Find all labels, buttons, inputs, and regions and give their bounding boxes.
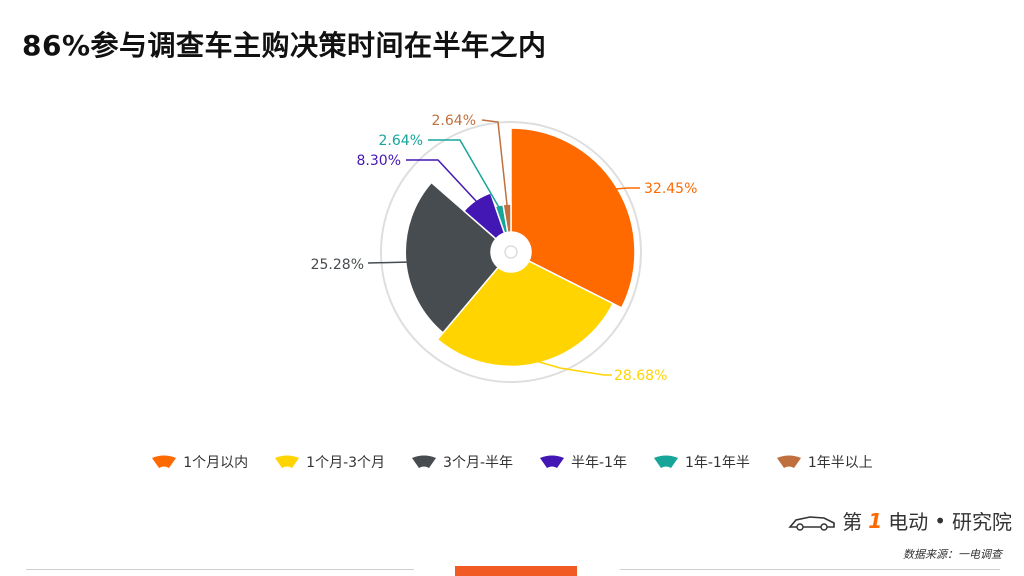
footer-accent-bar — [455, 566, 577, 576]
pie-label-line-1 — [613, 187, 640, 190]
legend-label: 1个月-3个月 — [306, 455, 386, 471]
legend-item-4: 半年-1年 — [539, 452, 627, 472]
legend-fan-icon — [152, 455, 177, 468]
brand-logo: 第 1 电动 • 研究院 — [788, 506, 1012, 535]
legend-fan-icon — [653, 455, 678, 468]
legend-fan-icon — [275, 455, 300, 468]
legend-label: 3个月-半年 — [443, 455, 513, 471]
logo-text-right: 研究院 — [952, 510, 1012, 534]
pie-data-label-4: 8.30% — [357, 153, 401, 169]
chart-legend: 1个月以内 1个月-3个月 3个月-半年 半年-1年 1年-1年半 1年半以上 — [0, 452, 1024, 472]
legend-item-3: 3个月-半年 — [411, 452, 513, 472]
rose-pie-chart: 32.45% 28.68% 25.28% 8.30% 2.64% 2.64% — [311, 113, 698, 384]
legend-label: 1年半以上 — [807, 455, 873, 471]
legend-fan-icon — [776, 455, 801, 468]
data-source: 数据来源：一电调查 — [903, 548, 1002, 561]
car-logo-icon — [788, 515, 836, 531]
pie-data-label-6: 2.64% — [432, 113, 476, 129]
pie-label-line-6 — [481, 119, 509, 209]
pie-data-label-2: 28.68% — [614, 368, 667, 384]
pie-data-label-3: 25.28% — [311, 257, 364, 273]
legend-item-2: 1个月-3个月 — [274, 452, 385, 472]
page-title: 86%参与调查车主购决策时间在半年之内 — [22, 29, 547, 62]
legend-label: 半年-1年 — [571, 455, 627, 471]
legend-label: 1个月以内 — [183, 455, 249, 471]
logo-text-mid: 电动 — [888, 510, 929, 534]
pie-label-line-3 — [367, 259, 411, 264]
footer-divider-left — [26, 569, 414, 570]
logo-text-left: 第 — [842, 510, 863, 534]
footer-divider-right — [620, 569, 1000, 570]
logo-text-number: 1 — [868, 508, 883, 533]
legend-fan-icon — [540, 455, 564, 468]
chart-outer-ring — [380, 121, 642, 383]
chart-center-dot — [504, 245, 518, 259]
legend-item-6: 1年半以上 — [776, 452, 873, 472]
pie-label-line-5 — [428, 139, 501, 210]
legend-fan-icon — [412, 455, 437, 468]
logo-dot: • — [934, 508, 946, 533]
pie-data-label-1: 32.45% — [644, 181, 697, 197]
pie-label-line-4 — [406, 159, 479, 205]
legend-item-1: 1个月以内 — [151, 452, 248, 472]
legend-item-5: 1年-1年半 — [653, 452, 750, 472]
pie-data-label-5: 2.64% — [379, 133, 423, 149]
pie-label-line-2 — [532, 359, 612, 376]
legend-label: 1年-1年半 — [684, 455, 750, 471]
